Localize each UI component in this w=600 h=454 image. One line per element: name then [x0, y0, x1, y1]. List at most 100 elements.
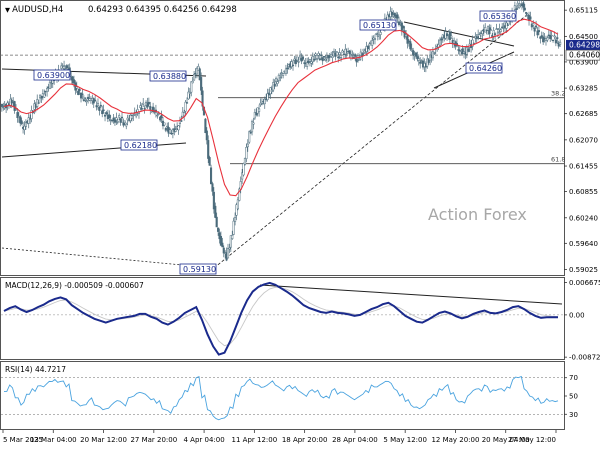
callout-0-65130[interactable]: 0.65130 [359, 19, 397, 31]
candle-body [72, 79, 76, 84]
collapse-triangle-icon[interactable]: ▼ [5, 6, 12, 14]
candle-body [536, 30, 539, 36]
candle-body [519, 0, 522, 4]
candle-body [184, 101, 187, 112]
main-panel-frame [0, 0, 565, 276]
time-tick-label: 4 Apr 04:00 [183, 436, 224, 444]
callout-0-65360[interactable]: 0.65360 [479, 10, 517, 22]
candle-body [219, 236, 222, 246]
macd-axis[interactable]: 0.006675 0.00 -0.008724 [564, 279, 600, 362]
candle-body [494, 33, 497, 35]
candle-body [290, 61, 293, 67]
triangle-upper-line[interactable] [403, 21, 515, 47]
candle-body [136, 109, 139, 114]
candle-body [159, 116, 162, 121]
candle-body [228, 247, 231, 250]
candle-body [331, 55, 334, 58]
candle-body [120, 116, 124, 119]
candle-body [334, 52, 337, 57]
candle-body [188, 92, 191, 94]
candle-body [177, 125, 180, 131]
time-tick-label: 5 May 12:00 [383, 436, 427, 444]
candle-body [301, 56, 304, 60]
candle-body [130, 115, 133, 119]
candle-body [496, 31, 499, 34]
current-price-box-bg [566, 39, 600, 50]
candle-body [208, 157, 211, 166]
time-tick-label: 27 Mar 20:00 [130, 436, 177, 444]
candle-body [20, 120, 23, 124]
candle-body [112, 117, 115, 121]
candle-body [516, 2, 519, 6]
candle-body [205, 130, 208, 141]
candle-body [200, 77, 203, 91]
trendline-dashed-low[interactable] [1, 247, 215, 269]
candle-body [248, 131, 251, 143]
candle-body [530, 23, 533, 28]
callout-box [359, 19, 397, 31]
rsi-axis[interactable]: 70 50 30 [564, 374, 578, 419]
candle-body [406, 35, 409, 44]
candle-body [417, 58, 420, 61]
candle-body [99, 104, 102, 107]
candle-body [335, 51, 338, 53]
callout-0-64260[interactable]: 0.64260 [465, 62, 503, 74]
candle-body [209, 167, 213, 185]
candle-body [314, 53, 317, 56]
candle-body [197, 66, 200, 71]
main-price-axis[interactable]: 0.65115 0.64500 0.63900 0.63285 0.62685 0.620… [564, 7, 598, 274]
candle-body [402, 25, 405, 29]
candle-body [246, 143, 249, 148]
candle-body [338, 52, 341, 55]
rsi-tick-label: 50 [569, 393, 578, 401]
candle-body [266, 93, 269, 100]
candle-body [535, 25, 538, 28]
callout-text: 0.64260 [469, 64, 502, 73]
candle-body [376, 35, 379, 37]
candle-body [116, 121, 119, 123]
macd-panel-frame [0, 277, 565, 360]
candle-body [533, 27, 536, 32]
candle-body [475, 36, 478, 39]
candle-body [29, 118, 32, 120]
candle-body [297, 61, 300, 63]
watermark: Action Forex [428, 205, 527, 224]
candle-body [273, 83, 276, 87]
candle-body [253, 112, 256, 119]
candle-body [0, 103, 3, 107]
macd-divergence-line[interactable] [259, 284, 563, 305]
candle-body [215, 216, 218, 228]
candle-body [284, 68, 287, 74]
candle-body [539, 36, 542, 39]
time-tick-label: 5 Mar 2025 [3, 436, 43, 444]
candle-body [160, 115, 163, 119]
candle-body [142, 102, 145, 105]
candle-body [362, 48, 365, 52]
callout-box [149, 70, 187, 82]
candle-body [498, 28, 501, 30]
callout-text: 0.63900 [37, 71, 70, 80]
callout-box [33, 69, 71, 81]
rsi-header: RSI(14) 44.7217 [5, 365, 66, 374]
callout-0-63900[interactable]: 0.63900 [33, 69, 71, 81]
candle-body [433, 52, 436, 54]
candle-body [416, 56, 419, 60]
candle-body [152, 106, 155, 112]
price-tick-label: 0.62685 [569, 110, 598, 118]
candle-body [98, 107, 101, 111]
callout-0-59130[interactable]: 0.59130 [179, 263, 217, 275]
callout-0-63880[interactable]: 0.63880 [149, 70, 187, 82]
trendline-dashed-rise[interactable] [213, 13, 529, 269]
candle-body [427, 59, 430, 63]
price-tick-label: 0.64500 [569, 33, 598, 41]
candle-body [368, 43, 371, 47]
candle-body [235, 204, 238, 216]
callout-0-62180[interactable]: 0.62180 [120, 139, 158, 151]
candle-body [255, 112, 258, 116]
candle-body [457, 49, 460, 51]
candle-body [78, 88, 81, 92]
candle-body [270, 89, 273, 92]
candle-body [513, 5, 516, 10]
candle-body [37, 102, 40, 104]
